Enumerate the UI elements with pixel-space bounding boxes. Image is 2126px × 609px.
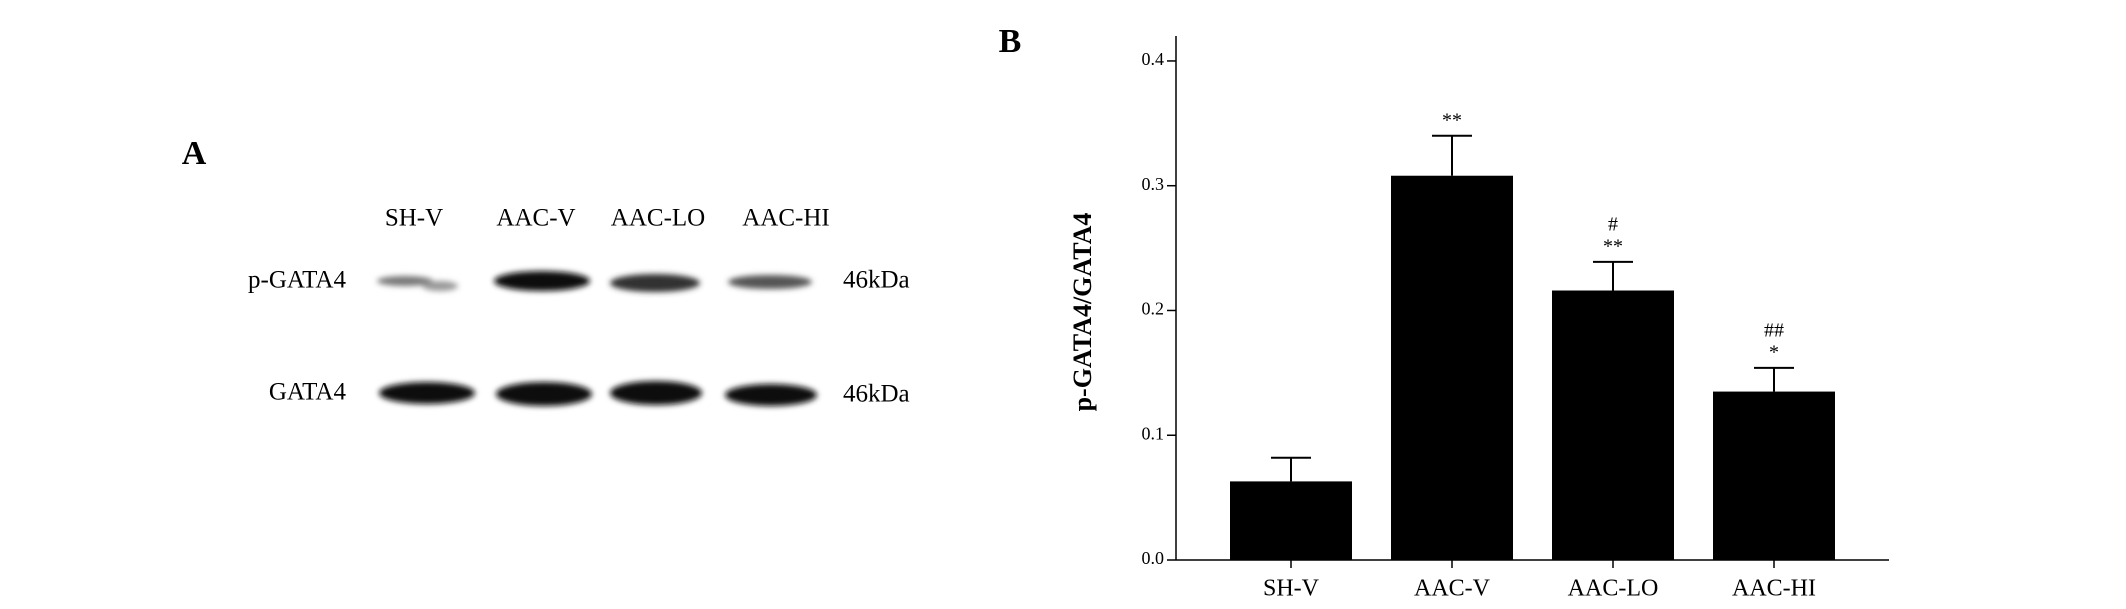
significance-label: # <box>1608 213 1618 235</box>
lane-label: AAC-V <box>496 205 575 232</box>
bar <box>1552 290 1674 560</box>
panel-label: B <box>999 23 1022 60</box>
size-label: 46kDa <box>843 267 910 294</box>
band <box>377 276 433 286</box>
band <box>728 275 812 289</box>
band <box>379 382 475 404</box>
x-tick-label: AAC-LO <box>1568 576 1659 602</box>
panel-label: A <box>182 135 207 172</box>
row-label: p-GATA4 <box>248 267 346 294</box>
bar <box>1391 175 1513 560</box>
band <box>496 382 592 406</box>
x-tick-label: AAC-V <box>1414 576 1491 602</box>
x-tick-label: AAC-HI <box>1732 576 1816 602</box>
bar <box>1713 391 1835 560</box>
band <box>610 274 700 292</box>
significance-label: ** <box>1603 235 1623 257</box>
row-label: GATA4 <box>269 379 347 406</box>
y-tick-label: 0.2 <box>1142 299 1165 319</box>
bar <box>1230 481 1352 560</box>
band <box>494 271 590 291</box>
lane-label: SH-V <box>385 205 443 232</box>
y-tick-label: 0.0 <box>1142 548 1165 568</box>
y-tick-label: 0.3 <box>1142 174 1165 194</box>
size-label: 46kDa <box>843 381 910 408</box>
lane-label: AAC-LO <box>611 205 705 232</box>
band <box>422 281 458 291</box>
x-tick-label: SH-V <box>1263 576 1320 602</box>
y-axis-title: p-GATA4/GATA4 <box>1068 213 1097 412</box>
band <box>725 384 817 406</box>
y-tick-label: 0.4 <box>1142 49 1165 69</box>
significance-label: ## <box>1764 319 1784 341</box>
blot <box>377 271 817 406</box>
significance-label: * <box>1769 341 1779 363</box>
y-tick-label: 0.1 <box>1142 423 1165 443</box>
band <box>610 381 702 405</box>
lane-label: AAC-HI <box>742 205 830 232</box>
significance-label: ** <box>1442 109 1462 131</box>
